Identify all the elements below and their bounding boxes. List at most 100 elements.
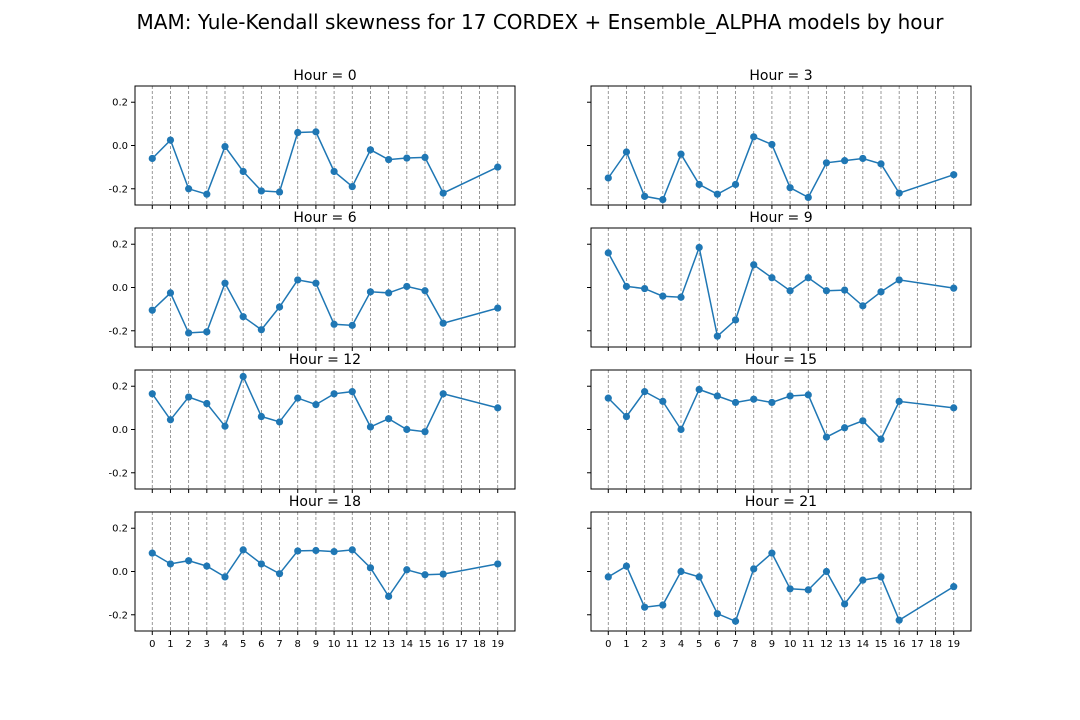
data-point (950, 583, 958, 591)
data-point (604, 573, 612, 581)
data-point (695, 573, 703, 581)
x-tick-label: 18 (929, 639, 942, 650)
x-tick-label: 6 (258, 639, 264, 650)
x-tick-label: 13 (838, 639, 851, 650)
x-tick-label: 11 (802, 639, 815, 650)
x-tick-label: 0 (149, 639, 155, 650)
x-tick-label: 9 (313, 639, 319, 650)
data-point (822, 159, 831, 167)
x-tick-label: 8 (751, 639, 757, 650)
x-tick-label: 2 (185, 639, 191, 650)
x-tick-label: 8 (295, 639, 301, 650)
data-point (403, 425, 411, 434)
data-point (239, 313, 247, 321)
data-point (312, 401, 320, 409)
axes-frame (590, 369, 972, 490)
subplot-1: Hour = 0 -0.2 0.0 0.2 (108, 68, 516, 209)
x-tick-label: 0 (605, 639, 611, 650)
x-tick-label: 4 (678, 639, 684, 650)
data-point (895, 616, 903, 624)
subplot-3: Hour = 6 -0.2 0.0 0.2 (108, 210, 516, 351)
x-tick-label: 5 (240, 639, 246, 650)
y-tick-label: -0.2 (108, 184, 128, 195)
data-point (439, 319, 447, 327)
x-tick-label: 3 (660, 639, 666, 650)
data-point (330, 390, 338, 398)
data-point (822, 433, 831, 441)
data-point (950, 404, 958, 412)
data-point (366, 288, 375, 296)
x-tick-label: 10 (328, 639, 341, 650)
data-point (421, 153, 429, 161)
data-point (859, 417, 867, 425)
data-point (403, 566, 411, 574)
x-tick-label: 7 (732, 639, 738, 650)
x-tick-label: 16 (437, 639, 450, 650)
data-point (677, 150, 685, 158)
data-point (421, 287, 429, 295)
data-point (659, 292, 667, 300)
data-point (257, 326, 265, 334)
data-point (366, 146, 375, 154)
data-point (239, 546, 247, 554)
data-point (841, 157, 849, 165)
data-point (166, 136, 175, 144)
data-point (148, 549, 156, 557)
y-tick-label: 0.0 (112, 283, 128, 294)
data-point (221, 142, 229, 151)
data-point (312, 279, 320, 287)
x-tick-label: 9 (769, 639, 775, 650)
data-point (366, 564, 375, 572)
data-point (822, 567, 831, 576)
data-point (677, 293, 685, 301)
data-point (841, 424, 849, 432)
data-point (713, 332, 721, 340)
data-point (166, 289, 175, 297)
data-point (604, 249, 612, 257)
y-tick-label: 0.2 (112, 240, 128, 251)
subplot-title: Hour = 9 (749, 210, 812, 226)
data-point (950, 171, 958, 179)
data-point (494, 404, 502, 412)
data-point (203, 562, 211, 570)
axes-frame (590, 85, 972, 206)
data-point (786, 392, 794, 400)
data-point (294, 128, 302, 137)
x-tick-label: 1 (167, 639, 173, 650)
data-point (895, 189, 903, 197)
data-point (713, 392, 721, 400)
subplot-title: Hour = 3 (749, 68, 812, 84)
data-point (750, 133, 758, 141)
data-point (859, 576, 867, 584)
data-point (221, 573, 229, 581)
x-tick-label: 19 (947, 639, 960, 650)
x-tick-label: 12 (820, 639, 833, 650)
x-tick-label: 17 (455, 639, 468, 650)
data-point (622, 148, 631, 156)
data-point (348, 388, 356, 396)
series-line (607, 388, 954, 441)
subplot-7: Hour = 180 1 2 3 4 5 6 7 8 9 10 11 12 13 14 15 16 17 18 19-… (108, 494, 516, 650)
series-line (607, 551, 955, 623)
series-line (607, 244, 954, 338)
data-point (786, 184, 794, 192)
data-point (385, 592, 393, 600)
x-tick-label: 18 (473, 639, 486, 650)
data-point (239, 372, 247, 381)
data-point (257, 412, 265, 421)
y-tick-label: -0.2 (108, 468, 128, 479)
x-tick-label: 4 (222, 639, 228, 650)
x-tick-label: 6 (714, 639, 720, 650)
data-point (895, 276, 903, 284)
data-point (185, 393, 193, 401)
data-point (659, 397, 667, 405)
axes-frame (590, 511, 972, 632)
data-point (731, 180, 740, 189)
data-point (768, 549, 776, 557)
data-point (275, 570, 284, 578)
data-point (877, 573, 885, 581)
figure-title: MAM: Yule-Kendall skewness for 17 CORDEX… (137, 10, 945, 34)
y-tick-label: 0.2 (112, 98, 128, 109)
data-point (385, 289, 393, 297)
